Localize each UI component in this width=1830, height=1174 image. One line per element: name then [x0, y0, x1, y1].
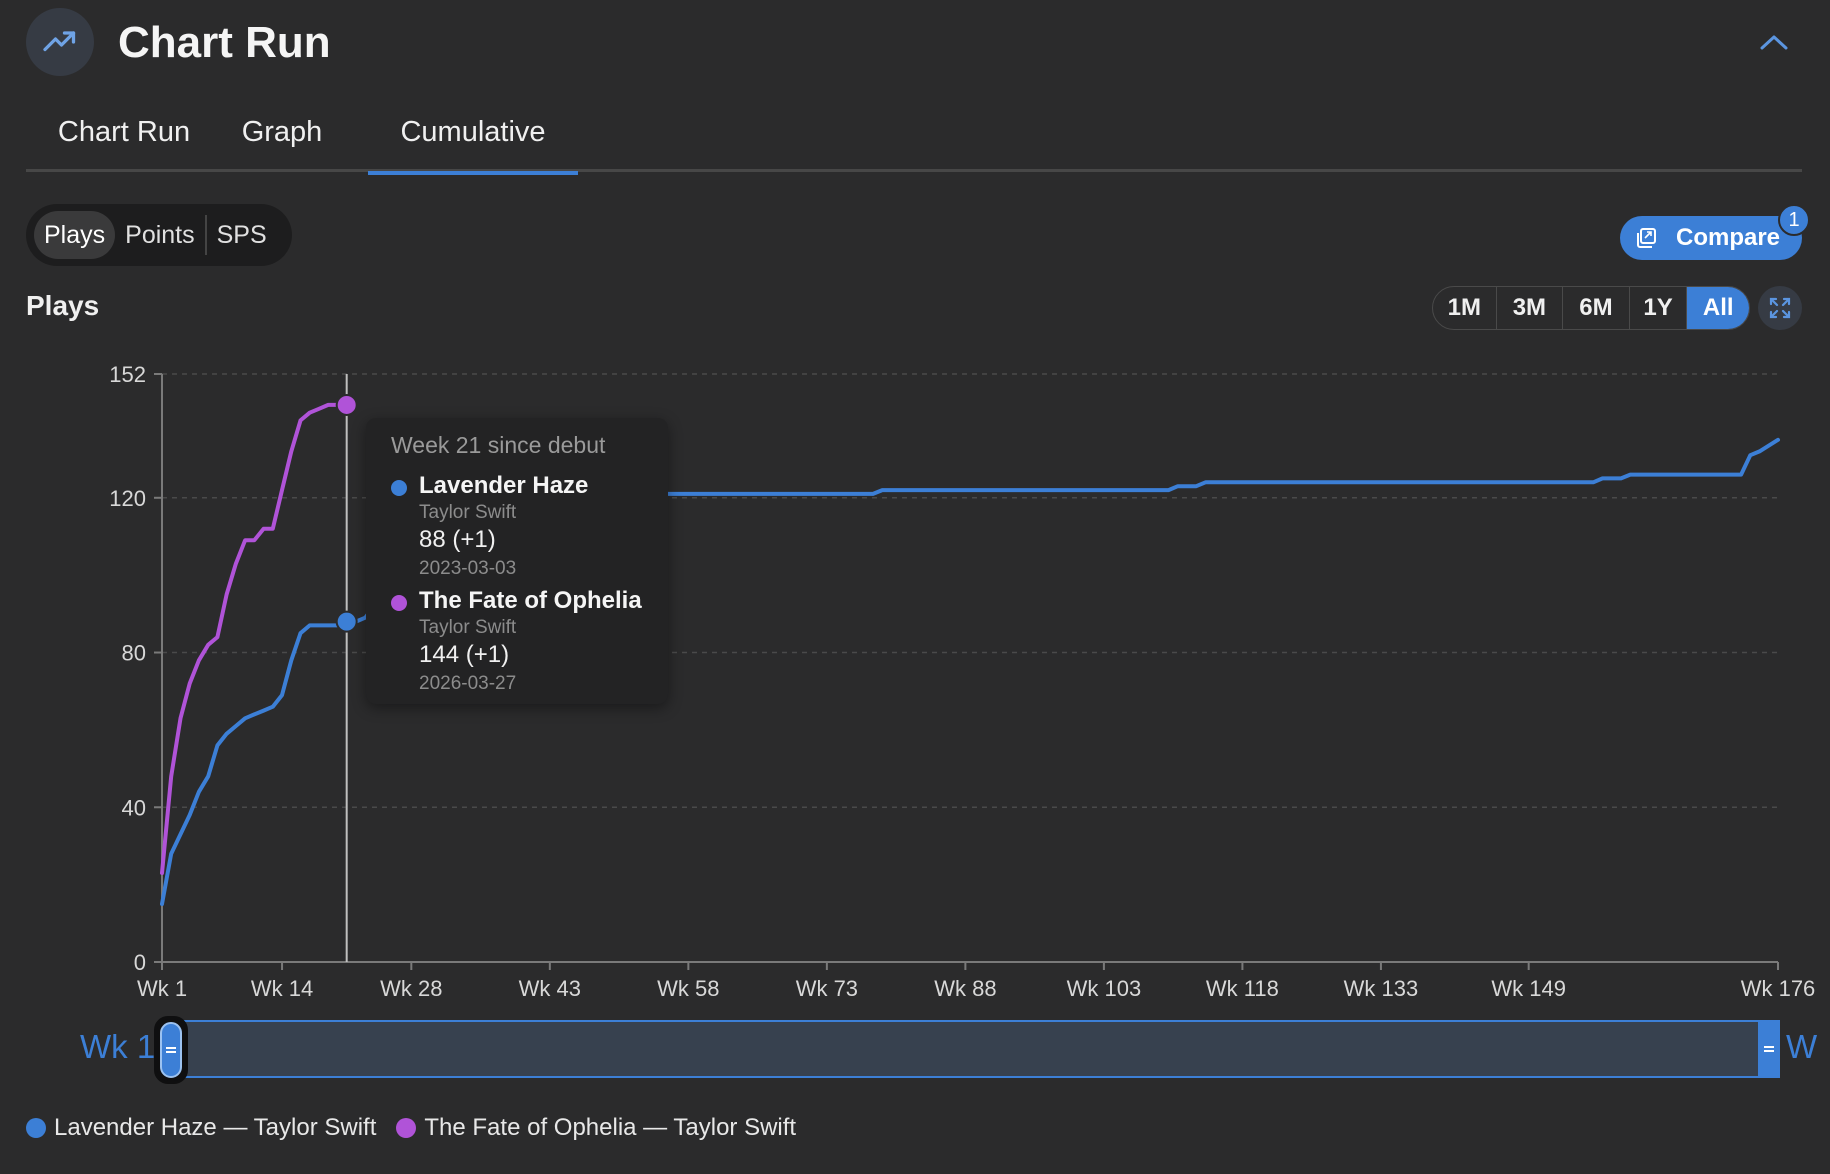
legend-label: Lavender Haze — Taylor Swift [54, 1114, 377, 1141]
tab-cumulative[interactable]: Cumulative [368, 116, 578, 175]
range-scroller-track[interactable] [172, 1020, 1780, 1078]
chart-run-avatar-icon [26, 8, 94, 76]
collapse-button[interactable] [1756, 24, 1792, 60]
tooltip-date-2: 2026-03-27 [419, 673, 517, 694]
tab-chart-run[interactable]: Chart Run [57, 116, 191, 148]
x-tick-label: Wk 43 [519, 976, 581, 1001]
tooltip-song-1: Lavender Haze [419, 472, 589, 499]
legend-dot [26, 1118, 46, 1138]
range-1y-button[interactable]: 1Y [1630, 287, 1688, 329]
y-tick-label: 152 [109, 362, 146, 387]
grip-icon [1764, 1046, 1774, 1052]
hover-point-lavender-haze [335, 610, 358, 633]
grip-icon [166, 1047, 176, 1053]
x-tick-label: Wk 14 [251, 976, 313, 1001]
y-tick-label: 80 [122, 641, 146, 666]
x-tick-label: Wk 28 [380, 976, 442, 1001]
series-line-fate-of-ophelia [160, 402, 349, 875]
y-tick-label: 120 [109, 486, 146, 511]
legend-item-fate-of-ophelia[interactable]: The Fate of Ophelia — Taylor Swift [396, 1114, 796, 1142]
x-tick-label: Wk 88 [934, 976, 996, 1001]
segment-divider [204, 215, 207, 255]
legend-item-lavender-haze[interactable]: Lavender Haze — Taylor Swift [26, 1114, 376, 1142]
range-6m-button[interactable]: 6M [1563, 287, 1630, 329]
page-title: Chart Run [118, 18, 331, 67]
x-tick-label: Wk 118 [1206, 976, 1279, 1001]
tooltip-heading: Week 21 since debut [391, 432, 606, 458]
x-tick-label: Wk 103 [1067, 976, 1142, 1001]
scroller-end-label: W [1786, 1028, 1818, 1065]
tooltip-artist-2: Taylor Swift [419, 617, 517, 638]
compare-count-badge: 1 [1778, 204, 1810, 236]
cumulative-plays-chart: 0 40 80 120 152 Wk 1 Wk 14 Wk 28 Wk 43 Wk 58 Wk 73… [109, 362, 1816, 1001]
fullscreen-button[interactable] [1758, 286, 1802, 330]
tooltip-series1-dot [391, 480, 407, 496]
tooltip-date-1: 2023-03-03 [419, 558, 517, 579]
metric-plays-button[interactable]: Plays [34, 211, 116, 259]
legend-label: The Fate of Ophelia — Taylor Swift [424, 1114, 797, 1141]
range-3m-button[interactable]: 3M [1497, 287, 1564, 329]
y-tick-label: 40 [122, 795, 146, 820]
scroller-left-handle[interactable] [154, 1016, 188, 1084]
expand-icon [1769, 297, 1791, 319]
hover-point-fate-of-ophelia [335, 393, 358, 416]
tooltip-value-1: 88 (+1) [419, 526, 496, 553]
range-all-button[interactable]: All [1687, 287, 1749, 329]
tooltip-value-2: 144 (+1) [419, 641, 510, 668]
metric-points-button[interactable]: Points [125, 221, 195, 249]
hover-tooltip: Week 21 since debut Lavender Haze Taylor… [366, 418, 668, 704]
scroller-right-handle[interactable] [1758, 1020, 1780, 1078]
metric-sps-button[interactable]: SPS [216, 221, 267, 249]
scroller-start-label: Wk 1 [80, 1028, 156, 1065]
chevron-up-icon [1760, 35, 1788, 50]
tooltip-series2-dot [391, 595, 407, 611]
tab-bar: Chart Run Graph Cumulative [26, 108, 1802, 175]
x-tick-label: Wk 73 [796, 976, 858, 1001]
compare-label: Compare [1676, 224, 1781, 251]
x-tick-label: Wk 176 [1741, 976, 1816, 1001]
tooltip-artist-1: Taylor Swift [419, 502, 517, 523]
section-label: Plays [26, 290, 100, 321]
compare-icon [1637, 228, 1656, 248]
legend-dot [396, 1118, 417, 1138]
y-tick-label: 0 [134, 950, 146, 975]
tab-graph[interactable]: Graph [241, 116, 323, 148]
x-tick-label: Wk 58 [657, 976, 719, 1001]
metric-toggle: Plays Points SPS [26, 204, 292, 266]
x-tick-label: Wk 133 [1344, 976, 1419, 1001]
x-tick-label: Wk 149 [1491, 976, 1566, 1001]
x-tick-label: Wk 1 [137, 976, 187, 1001]
range-1m-button[interactable]: 1M [1433, 287, 1497, 329]
range-selector: 1M 3M 6M 1Y All [1432, 286, 1750, 330]
chart-legend: Lavender Haze — Taylor Swift The Fate of… [26, 1114, 816, 1142]
trending-up-icon [43, 31, 76, 52]
tooltip-song-2: The Fate of Ophelia [419, 587, 642, 614]
compare-button[interactable]: Compare 1 [1620, 204, 1810, 260]
